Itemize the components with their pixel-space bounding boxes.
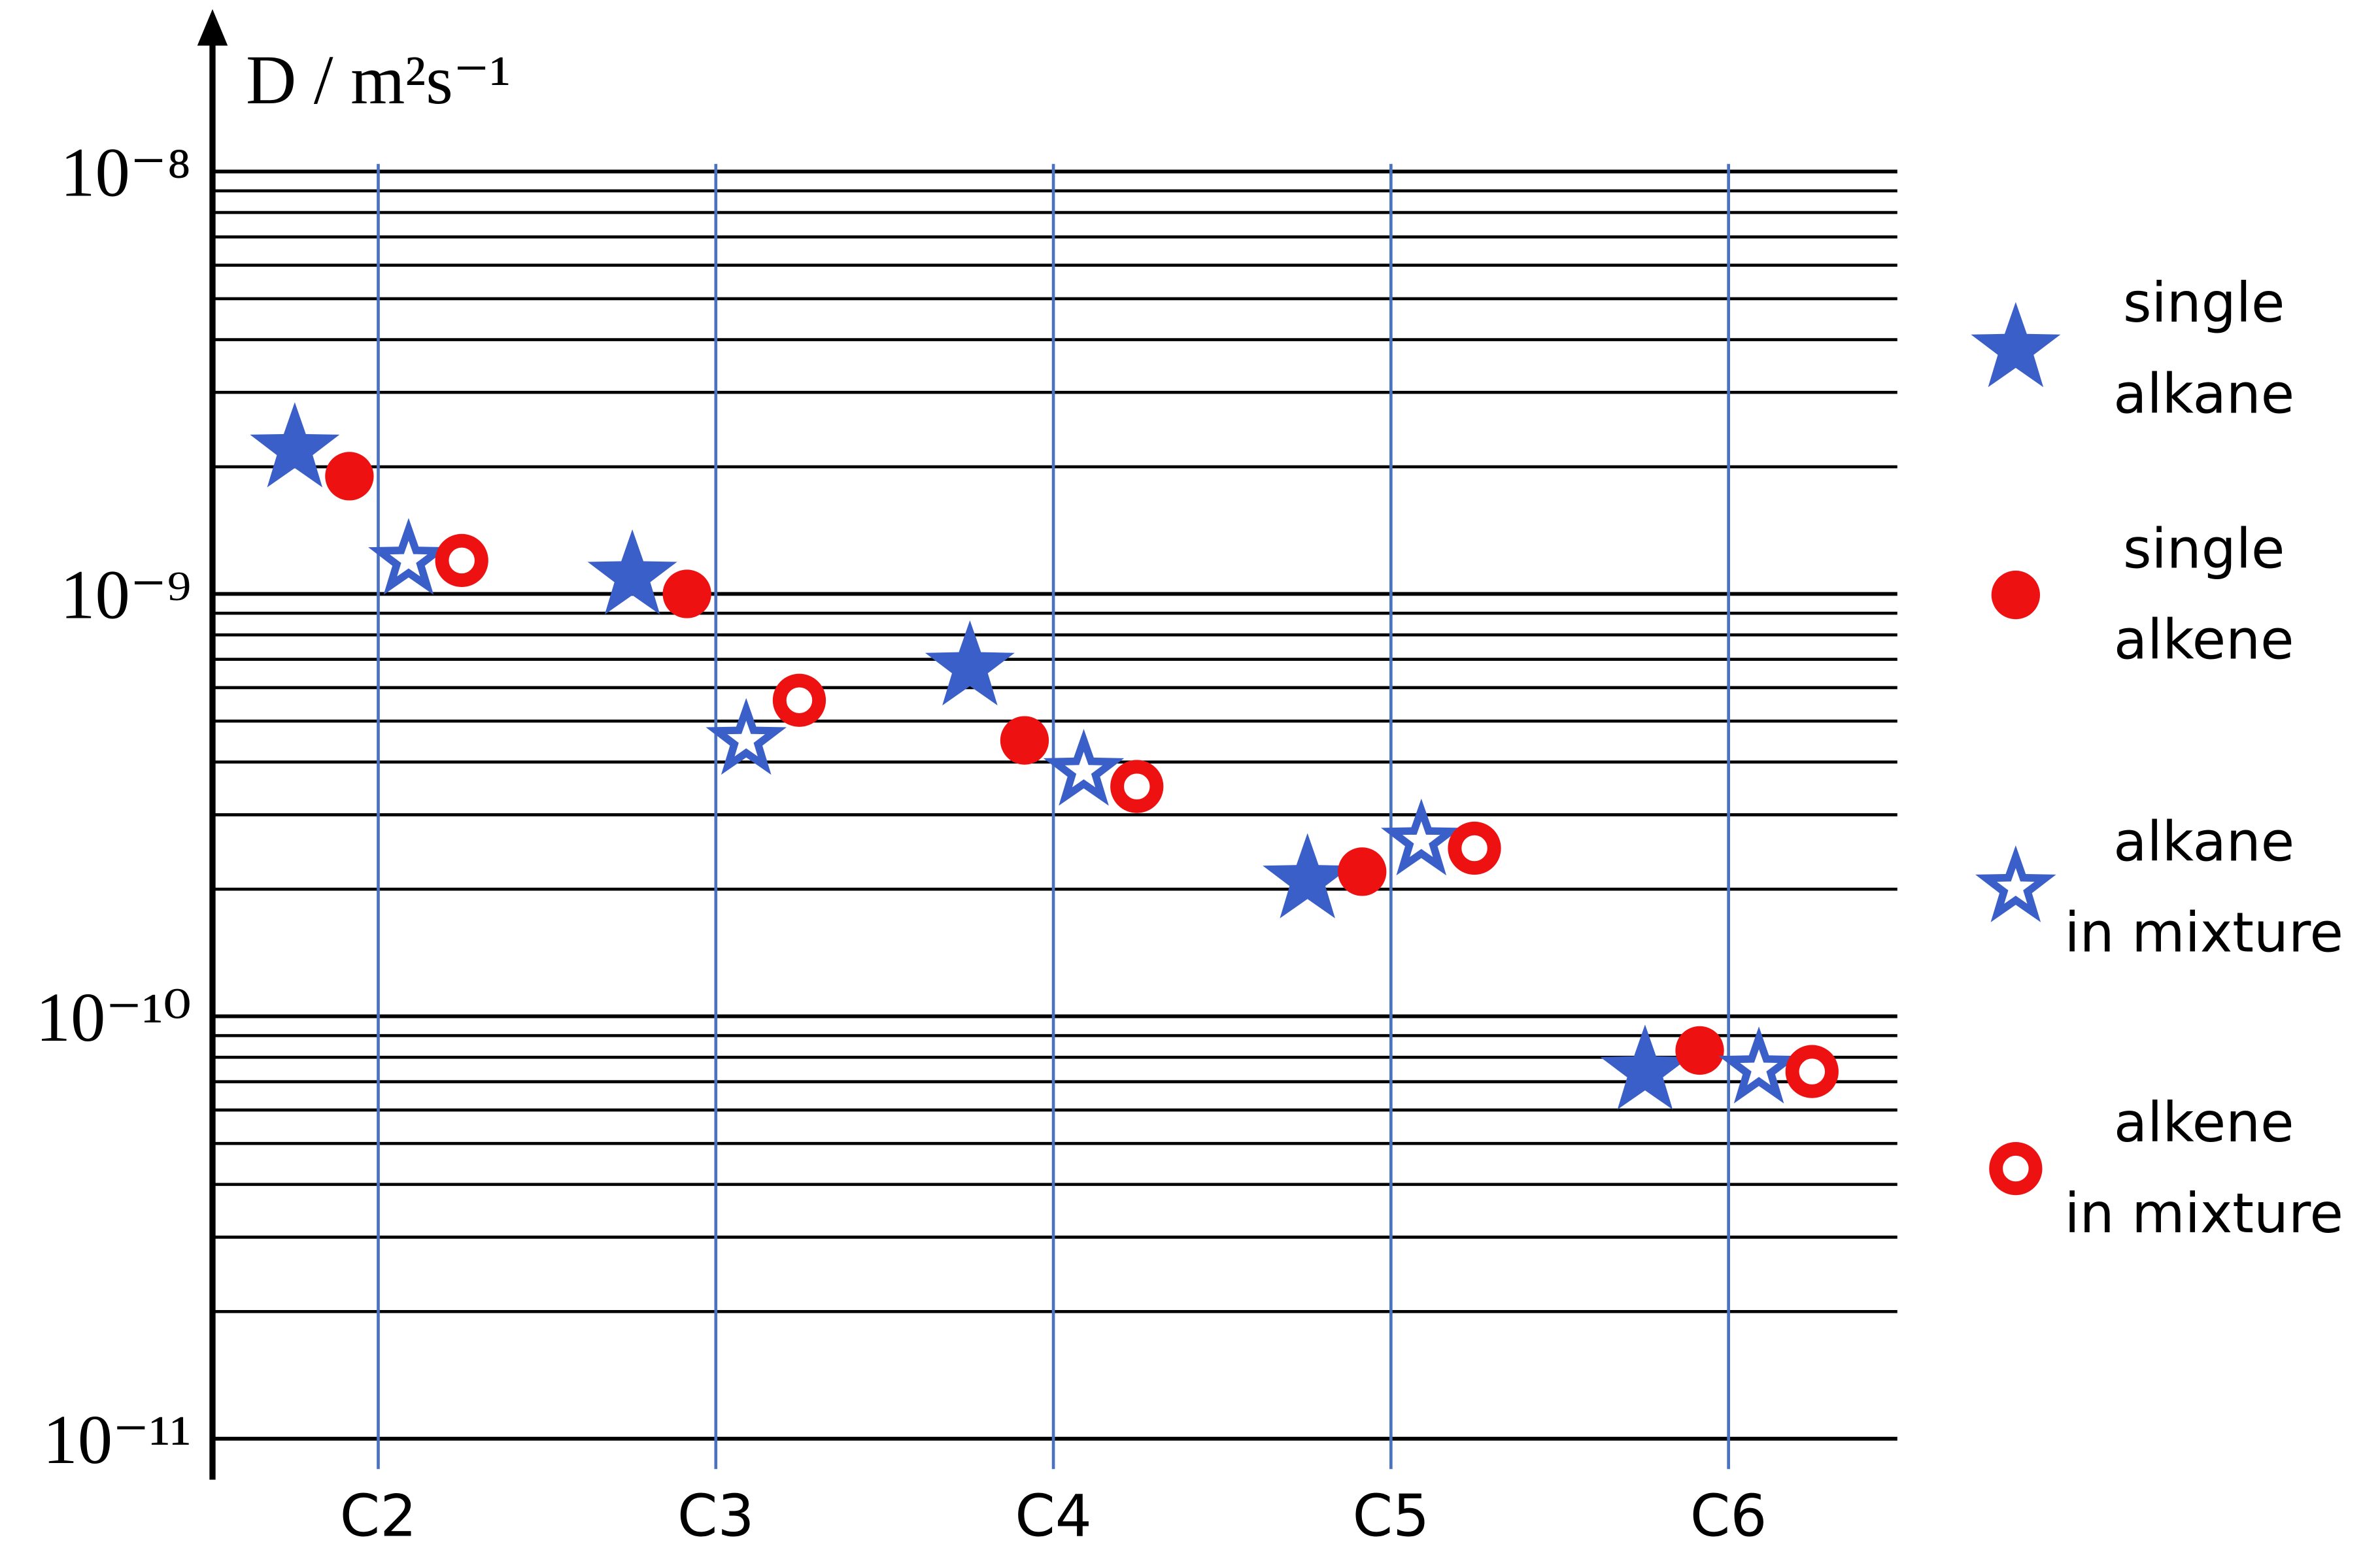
legend-label: single alkane <box>2113 271 2294 426</box>
data-point <box>1000 716 1049 765</box>
data-point <box>1381 798 1462 876</box>
data-point <box>1785 1045 1839 1098</box>
data-point <box>1043 729 1125 806</box>
data-point <box>706 698 787 775</box>
y-tick-label: 10⁻¹⁰ <box>36 979 192 1056</box>
legend-label: single alkene <box>2114 516 2294 671</box>
data-point <box>1338 847 1387 896</box>
x-tick-label: C4 <box>1015 1482 1092 1548</box>
y-axis-label: D / m²s⁻¹ <box>246 42 511 119</box>
data-point <box>1600 1024 1690 1110</box>
legend-label: alkene in mixture <box>2064 1090 2343 1245</box>
legend-marker <box>1971 302 2061 388</box>
legend-marker <box>1975 845 2056 922</box>
marker-inner <box>1740 1049 1778 1085</box>
legend-marker <box>1989 1141 2043 1196</box>
y-tick-label: 10⁻¹¹ <box>42 1402 191 1479</box>
x-tick-label: C6 <box>1690 1482 1767 1548</box>
data-point <box>925 620 1015 706</box>
data-point <box>250 402 340 488</box>
data-point <box>1448 821 1501 875</box>
data-point <box>1110 760 1164 813</box>
legend-label: alkane in mixture <box>2064 809 2343 964</box>
y-axis-arrow <box>197 9 228 46</box>
x-tick-label: C5 <box>1352 1482 1429 1548</box>
marker-inner <box>1402 821 1440 857</box>
data-point <box>587 529 677 615</box>
x-tick-label: C3 <box>677 1482 755 1548</box>
data-point <box>1675 1026 1724 1075</box>
data-point <box>662 569 711 618</box>
data-point <box>368 518 449 595</box>
y-tick-label: 10⁻⁹ <box>60 557 191 634</box>
data-point <box>772 673 826 727</box>
data-point <box>1718 1026 1799 1103</box>
marker-inner <box>1997 867 2035 904</box>
y-tick-label: 10⁻⁸ <box>60 135 191 212</box>
data-point <box>1263 833 1353 918</box>
x-tick-label: C2 <box>340 1482 417 1548</box>
data-point <box>435 533 488 587</box>
marker-inner <box>390 541 428 577</box>
marker-inner <box>727 720 765 757</box>
data-point <box>325 452 374 501</box>
marker-inner <box>1064 751 1103 788</box>
legend-marker <box>1991 570 2040 620</box>
